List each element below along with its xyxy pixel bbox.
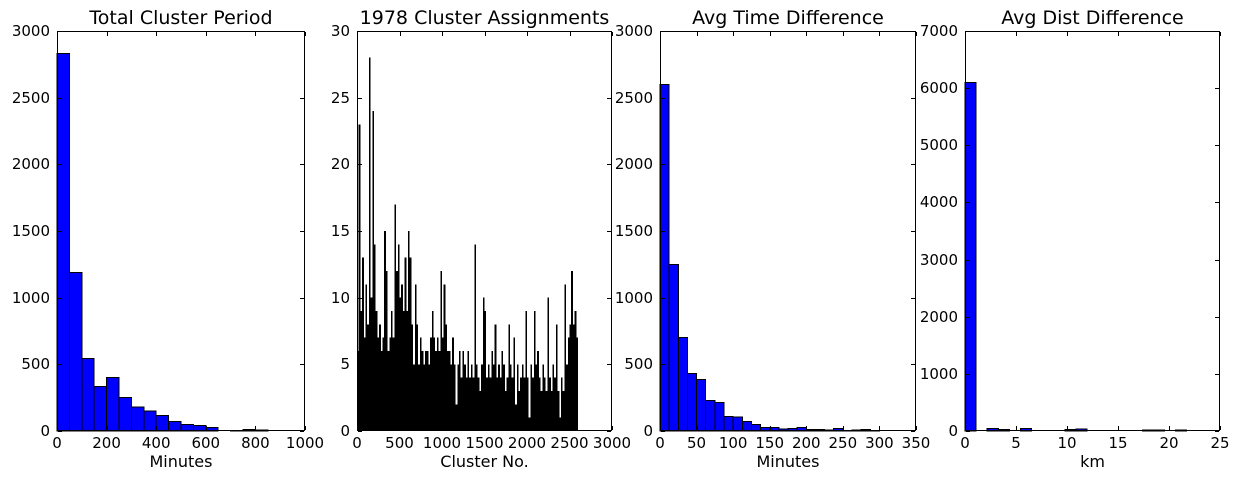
x-tick-label: 2000 bbox=[507, 434, 547, 452]
x-tick-label: 25 bbox=[1210, 434, 1230, 452]
x-tick-label: 5 bbox=[1011, 434, 1021, 452]
chart-title: Avg Time Difference bbox=[692, 7, 884, 29]
x-tick-label: 20 bbox=[1159, 434, 1179, 452]
x-tick-label: 600 bbox=[191, 434, 221, 452]
x-tick-label: 3000 bbox=[592, 434, 632, 452]
x-tick-label: 10 bbox=[1057, 434, 1077, 452]
y-tick-label: 3000 bbox=[11, 22, 50, 40]
chart-title: Avg Dist Difference bbox=[1001, 7, 1184, 29]
histogram-plot bbox=[56, 31, 306, 432]
x-axis-label: Minutes bbox=[756, 452, 820, 471]
x-axis-label: km bbox=[1080, 452, 1105, 471]
y-tick-label: 25 bbox=[330, 88, 350, 107]
y-tick-label: 1000 bbox=[614, 288, 653, 307]
x-tick-label: 0 bbox=[655, 434, 665, 452]
histogram-plot bbox=[964, 31, 1221, 432]
x-tick-label: 0 bbox=[52, 434, 62, 452]
y-tick-label: 2000 bbox=[614, 155, 653, 174]
y-tick-label: 6000 bbox=[919, 79, 958, 98]
y-tick-label: 4000 bbox=[919, 193, 958, 212]
y-tick-label: 5000 bbox=[919, 136, 958, 155]
x-tick-label: 150 bbox=[755, 434, 785, 452]
y-tick-label: 0 bbox=[643, 422, 653, 440]
y-tick-label: 0 bbox=[948, 422, 958, 440]
y-tick-label: 3000 bbox=[919, 250, 958, 269]
y-tick-label: 500 bbox=[624, 355, 653, 374]
x-tick-label: 250 bbox=[828, 434, 858, 452]
y-tick-label: 2000 bbox=[919, 307, 958, 326]
y-tick-label: 7000 bbox=[919, 22, 958, 40]
bar-plot bbox=[357, 31, 613, 432]
x-tick-label: 2500 bbox=[550, 434, 589, 452]
y-tick-label: 0 bbox=[40, 422, 50, 440]
y-tick-label: 15 bbox=[330, 222, 350, 240]
x-tick-label: 50 bbox=[687, 434, 707, 452]
y-tick-label: 500 bbox=[21, 355, 50, 374]
y-tick-label: 1500 bbox=[11, 222, 50, 240]
x-tick-label: 500 bbox=[385, 434, 414, 452]
y-tick-label: 30 bbox=[330, 22, 350, 40]
x-tick-label: 400 bbox=[141, 434, 171, 452]
x-axis-label: Minutes bbox=[149, 452, 213, 471]
x-tick-label: 0 bbox=[352, 434, 362, 452]
y-tick-label: 2500 bbox=[614, 88, 653, 107]
x-tick-label: 800 bbox=[241, 434, 270, 452]
x-tick-label: 1000 bbox=[422, 434, 462, 452]
chart-title: Total Cluster Period bbox=[89, 7, 273, 29]
histogram-plot bbox=[659, 31, 917, 432]
x-tick-label: 1000 bbox=[285, 434, 325, 452]
y-tick-label: 1500 bbox=[614, 222, 653, 240]
y-tick-label: 5 bbox=[340, 355, 350, 374]
y-tick-label: 3000 bbox=[614, 22, 653, 40]
x-tick-label: 15 bbox=[1108, 434, 1128, 452]
y-tick-label: 1000 bbox=[919, 364, 958, 383]
y-tick-label: 20 bbox=[330, 155, 350, 174]
x-tick-label: 300 bbox=[865, 434, 894, 452]
y-tick-label: 2000 bbox=[11, 155, 50, 174]
chart-title: 1978 Cluster Assignments bbox=[359, 7, 610, 29]
x-tick-label: 200 bbox=[92, 434, 121, 452]
y-tick-label: 0 bbox=[340, 422, 350, 440]
y-tick-label: 1000 bbox=[11, 288, 50, 307]
y-tick-label: 2500 bbox=[11, 88, 50, 107]
x-tick-label: 0 bbox=[960, 434, 970, 452]
x-tick-label: 350 bbox=[901, 434, 931, 452]
y-tick-label: 10 bbox=[330, 288, 350, 307]
x-tick-label: 1500 bbox=[465, 434, 504, 452]
x-axis-label: Cluster No. bbox=[440, 452, 529, 471]
x-tick-label: 200 bbox=[791, 434, 821, 452]
x-tick-label: 100 bbox=[718, 434, 748, 452]
